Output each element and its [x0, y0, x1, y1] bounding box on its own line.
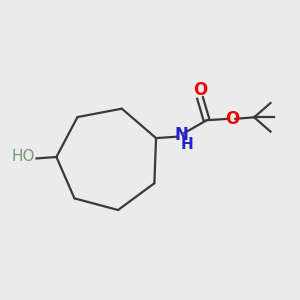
Text: O: O: [193, 81, 207, 99]
Text: HO: HO: [12, 149, 35, 164]
Text: H: H: [180, 137, 193, 152]
Text: N: N: [174, 126, 188, 144]
Text: O: O: [225, 110, 239, 128]
